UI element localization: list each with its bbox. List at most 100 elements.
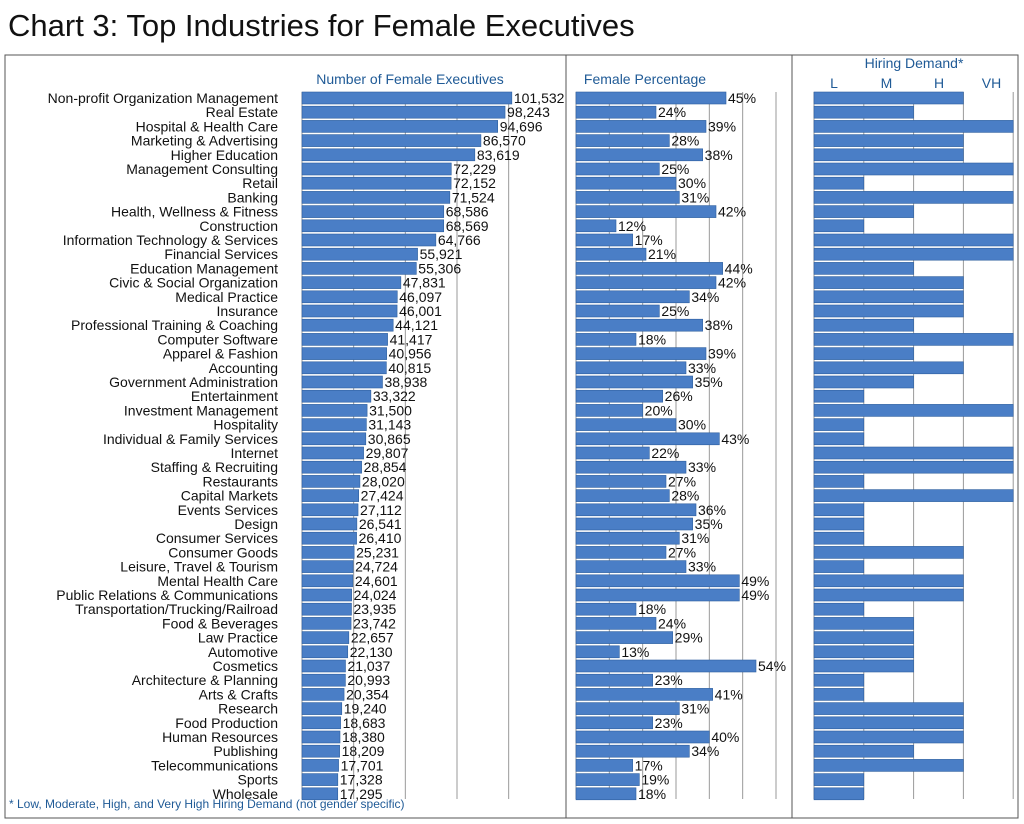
category-label: Leisure, Travel & Tourism	[120, 559, 278, 575]
chart-title: Chart 3: Top Industries for Female Execu…	[8, 8, 635, 43]
exec-count-label: 27,112	[360, 502, 402, 518]
female-pct-label: 40%	[711, 729, 739, 745]
female-pct-bar	[575, 219, 617, 233]
exec-count-label: 22,130	[350, 644, 393, 660]
female-pct-label: 35%	[695, 374, 723, 390]
category-label: Financial Services	[164, 246, 278, 262]
hiring-demand-bar	[813, 659, 914, 673]
exec-count-label: 24,724	[355, 559, 398, 575]
exec-count-bar	[301, 361, 387, 375]
category-label: Arts & Crafts	[199, 686, 278, 702]
female-pct-label: 22%	[651, 445, 679, 461]
exec-count-bar	[301, 262, 417, 275]
female-pct-label: 28%	[671, 133, 699, 149]
category-label: Insurance	[217, 303, 279, 319]
category-label: Transportation/Trucking/Railroad	[75, 601, 278, 617]
female-pct-label: 23%	[655, 715, 683, 731]
female-pct-bar	[575, 134, 670, 147]
exec-count-label: 46,001	[399, 303, 442, 319]
female-pct-label: 28%	[671, 488, 699, 504]
female-pct-bar	[575, 162, 660, 176]
hiring-demand-bar	[813, 162, 1014, 176]
exec-count-bar	[301, 134, 482, 147]
exec-count-bar	[301, 389, 372, 403]
exec-count-bar	[301, 247, 418, 261]
hiring-demand-bar	[813, 574, 964, 588]
category-label: Food Production	[175, 715, 278, 731]
category-label: Investment Management	[124, 402, 278, 418]
category-label: Marketing & Advertising	[131, 133, 278, 149]
category-label: Restaurants	[203, 473, 278, 489]
female-pct-label: 25%	[661, 161, 689, 177]
exec-count-bar	[301, 631, 350, 644]
category-label: Hospitality	[213, 417, 278, 433]
hiring-demand-bar	[813, 432, 865, 446]
category-label: Human Resources	[162, 729, 278, 745]
hiring-demand-bar	[813, 247, 1014, 261]
category-label: Consumer Services	[156, 530, 278, 546]
panel3-level-label-L: L	[830, 75, 838, 91]
exec-count-label: 26,541	[359, 516, 402, 532]
hiring-demand-bar	[813, 702, 964, 715]
hiring-demand-bar	[813, 148, 964, 162]
exec-count-label: 28,020	[362, 473, 405, 489]
category-label: Construction	[199, 218, 278, 234]
female-pct-bar	[575, 531, 680, 545]
female-pct-bar	[575, 247, 647, 261]
category-label: Internet	[231, 445, 279, 461]
exec-count-label: 25,231	[356, 544, 399, 560]
hiring-demand-bar	[813, 347, 914, 360]
exec-count-bar	[301, 759, 339, 772]
exec-count-label: 38,938	[384, 374, 427, 390]
female-pct-bar	[575, 517, 693, 531]
female-pct-bar	[575, 702, 680, 715]
exec-count-label: 23,742	[353, 615, 396, 631]
hiring-demand-bar	[813, 290, 964, 304]
exec-count-label: 26,410	[359, 530, 402, 546]
female-pct-bar	[575, 176, 677, 190]
hiring-demand-bar	[813, 503, 865, 517]
exec-count-label: 18,380	[342, 729, 385, 745]
female-pct-label: 41%	[715, 686, 743, 702]
exec-count-label: 17,701	[341, 757, 384, 773]
exec-count-bar	[301, 645, 349, 659]
category-label: Telecommunications	[151, 757, 278, 773]
exec-count-label: 86,570	[483, 133, 526, 149]
hiring-demand-bar	[813, 304, 964, 318]
female-pct-label: 21%	[648, 246, 676, 262]
exec-count-label: 20,354	[346, 686, 389, 702]
panel3-level-label-VH: VH	[982, 75, 1001, 91]
hiring-demand-bar	[813, 120, 1014, 133]
hiring-demand-bar	[813, 404, 1014, 417]
exec-count-label: 83,619	[477, 147, 520, 163]
female-pct-label: 31%	[681, 530, 709, 546]
female-pct-bar	[575, 773, 640, 786]
female-pct-label: 54%	[758, 658, 786, 674]
hiring-demand-bar	[813, 787, 865, 801]
female-pct-label: 34%	[691, 743, 719, 759]
category-label: Automotive	[208, 644, 278, 660]
female-pct-bar	[575, 233, 633, 247]
category-label: Non-profit Organization Management	[48, 90, 278, 106]
female-pct-label: 19%	[641, 772, 669, 788]
hiring-demand-bar	[813, 759, 964, 772]
hiring-demand-bar	[813, 673, 865, 687]
female-pct-bar	[575, 404, 643, 417]
female-pct-label: 39%	[708, 118, 736, 134]
exec-count-bar	[301, 617, 352, 630]
hiring-demand-bar	[813, 375, 914, 389]
category-label: Banking	[227, 189, 278, 205]
female-pct-label: 43%	[721, 431, 749, 447]
exec-count-bar	[301, 546, 355, 559]
exec-count-label: 31,143	[368, 417, 411, 433]
female-pct-label: 30%	[678, 417, 706, 433]
chart-frame	[4, 54, 1019, 819]
exec-count-bar	[301, 418, 367, 431]
female-pct-label: 35%	[695, 516, 723, 532]
female-pct-label: 45%	[728, 90, 756, 106]
category-label: Consumer Goods	[168, 544, 278, 560]
female-pct-bar	[575, 148, 703, 162]
exec-count-bar	[301, 432, 367, 446]
female-pct-label: 24%	[658, 104, 686, 120]
female-pct-bar	[575, 333, 637, 346]
